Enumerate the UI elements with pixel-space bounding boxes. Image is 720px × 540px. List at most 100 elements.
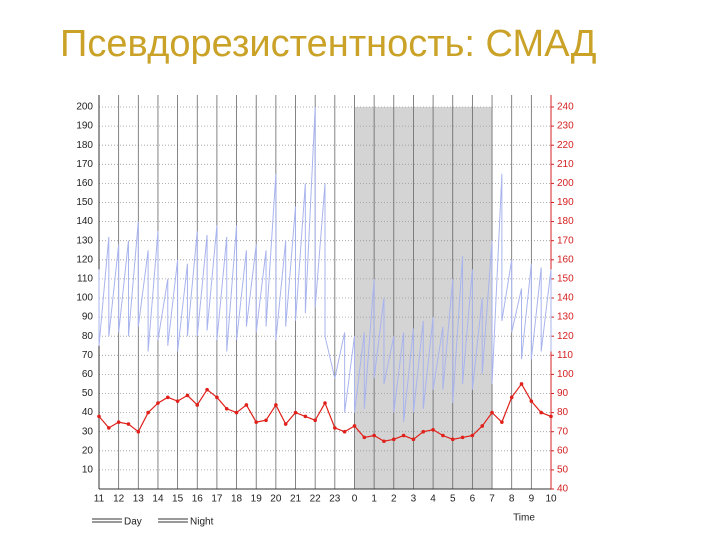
hr-point (175, 399, 180, 403)
hr-point (224, 406, 229, 411)
y-tick-label: 10 (82, 465, 94, 476)
y2-tick-label: 200 (557, 178, 574, 189)
x-tick-label: 5 (450, 494, 456, 505)
hr-point (470, 433, 475, 438)
hr-point (116, 420, 121, 424)
y2-tick-label: 120 (557, 331, 574, 342)
hr-point (549, 414, 553, 419)
y2-tick-label: 180 (557, 216, 574, 227)
y2-tick-label: 40 (557, 484, 569, 495)
hr-point (107, 426, 111, 430)
x-tick-label: 12 (113, 494, 125, 505)
y-tick-label: 20 (82, 445, 94, 456)
hr-point (205, 387, 209, 392)
hr-point (460, 435, 465, 440)
x-tick-label: 18 (231, 494, 243, 505)
y2-tick-label: 160 (557, 254, 574, 265)
y2-tick-label: 110 (557, 350, 573, 361)
hr-point (391, 437, 396, 442)
hr-point (254, 420, 259, 424)
x-tick-label: 19 (251, 494, 263, 505)
x-tick-label: 13 (133, 494, 145, 505)
hr-point (372, 433, 376, 438)
y-tick-label: 90 (82, 312, 94, 323)
slide-title: Псевдорезистентность: СМАД (60, 23, 597, 65)
y2-tick-label: 190 (557, 197, 574, 208)
x-tick-label: 15 (172, 494, 184, 505)
bp-line (98, 106, 552, 423)
hr-point (146, 410, 150, 415)
hr-point (195, 403, 200, 407)
x-tick-label: 8 (509, 494, 515, 505)
y2-tick-label: 50 (557, 465, 569, 476)
x-tick-label: 21 (290, 494, 302, 505)
hr-point (421, 429, 426, 434)
y-tick-label: 190 (76, 121, 93, 132)
y2-tick-label: 240 (557, 102, 574, 113)
y-tick-label: 140 (76, 216, 93, 227)
hr-point (323, 401, 327, 405)
x-tick-label: 9 (529, 494, 535, 505)
hr-point (441, 433, 445, 438)
y2-tick-label: 140 (557, 293, 574, 304)
y2-tick-label: 90 (557, 388, 569, 399)
hr-point (450, 437, 455, 442)
y-tick-label: 180 (76, 140, 93, 151)
x-tick-label: 14 (152, 494, 164, 505)
x-tick-label: 1 (371, 494, 377, 505)
y-tick-label: 30 (82, 426, 94, 437)
x-tick-label: 7 (489, 494, 495, 505)
y2-tick-label: 210 (557, 159, 574, 170)
x-tick-label: 11 (94, 494, 105, 505)
y-tick-label: 60 (82, 369, 94, 380)
hr-point (431, 427, 435, 432)
y-tick-label: 70 (82, 350, 94, 361)
hr-point (342, 429, 347, 434)
hr-point (303, 414, 308, 419)
y-tick-label: 100 (76, 293, 93, 304)
x-tick-label: 17 (211, 494, 223, 505)
hr-point (539, 410, 543, 415)
hr-point (401, 433, 406, 438)
y2-tick-label: 230 (557, 121, 574, 132)
hr-point (352, 424, 357, 428)
hr-point (313, 418, 317, 423)
hr-point (362, 435, 367, 440)
hr-point (264, 418, 268, 423)
hr-point (165, 395, 170, 400)
hr-point (519, 382, 524, 386)
y-tick-label: 200 (76, 102, 93, 113)
hr-point (97, 414, 101, 419)
x-tick-label: 22 (310, 494, 322, 505)
hr-point (156, 401, 160, 405)
x-tick-label: 20 (270, 494, 282, 505)
hr-point (509, 395, 514, 400)
hr-point (244, 403, 249, 407)
y-tick-label: 110 (77, 274, 93, 285)
y-tick-label: 130 (76, 235, 93, 246)
hr-point (529, 399, 534, 403)
x-tick-label: 0 (352, 494, 358, 505)
y2-tick-label: 100 (557, 369, 574, 380)
y-tick-label: 150 (76, 197, 93, 208)
hr-point (215, 395, 219, 400)
y2-tick-label: 80 (557, 407, 569, 418)
legend-label: Night (190, 517, 214, 528)
hr-point (500, 420, 504, 424)
x-tick-label: 3 (411, 494, 417, 505)
y-tick-label: 120 (76, 254, 93, 265)
y2-tick-label: 150 (557, 274, 574, 285)
hr-point (185, 393, 190, 398)
x-tick-label: 6 (470, 494, 476, 505)
x-tick-label: 16 (192, 494, 204, 505)
x-tick-label: 10 (545, 494, 557, 505)
legend-label: Day (124, 517, 142, 528)
y-tick-label: 80 (82, 331, 94, 342)
y-tick-label: 170 (76, 159, 93, 170)
hr-point (382, 439, 386, 444)
y2-tick-label: 130 (557, 312, 574, 323)
hr-point (234, 410, 239, 415)
y2-tick-label: 220 (557, 140, 574, 151)
x-axis-label: Time (513, 513, 535, 524)
